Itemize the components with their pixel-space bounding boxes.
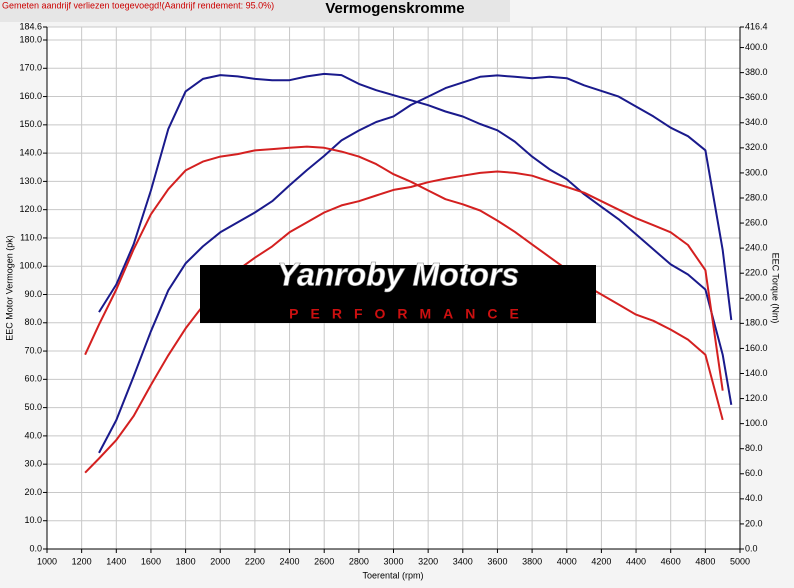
y-tick-label: 30.0 [24,459,42,469]
y-tick-label: 80.0 [24,317,42,327]
y2-tick-label: 300.0 [745,167,768,177]
x-tick-label: 4200 [591,556,611,566]
y2-tick-label: 0.0 [745,543,758,553]
y-tick-label: 150.0 [19,119,42,129]
y2-tick-label: 220.0 [745,268,768,278]
x-tick-label: 2200 [245,556,265,566]
header-band [0,0,510,22]
y2-tick-label: 260.0 [745,217,768,227]
y-tick-label: 180.0 [19,34,42,44]
x-tick-label: 3000 [383,556,403,566]
y2-tick-label: 240.0 [745,243,768,253]
x-tick-label: 1600 [141,556,161,566]
y2-axis-label: EEC Torque (Nm) [771,253,781,324]
grid [46,26,741,550]
x-tick-label: 3800 [522,556,542,566]
y-tick-label: 10.0 [24,515,42,525]
y2-tick-label: 20.0 [745,518,763,528]
series-line [98,72,733,405]
note: Gemeten aandrijf verliezen toegevoegd!(A… [2,0,274,10]
y2-tick-label: 400.0 [745,42,768,52]
x-tick-label: 1400 [106,556,126,566]
y2-tick-label: 60.0 [745,468,763,478]
y-tick-label: 0.0 [29,543,42,553]
y2-tick-label: 340.0 [745,117,768,127]
y-tick-label: 50.0 [24,402,42,412]
y2-tick-label: 120.0 [745,393,768,403]
y2-tick-label: 100.0 [745,418,768,428]
y-tick-label: 70.0 [24,345,42,355]
logo-subtitle: PERFORMANCE [289,306,531,322]
x-tick-label: 1200 [72,556,92,566]
y-tick-label: 60.0 [24,374,42,384]
logo-title: Yanroby Motors [277,256,519,292]
y-tick-label: 110.0 [20,232,42,242]
x-tick-label: 1000 [37,556,57,566]
x-tick-label: 4800 [695,556,715,566]
y-tick-label: 40.0 [24,430,42,440]
x-tick-label: 2800 [349,556,369,566]
x-tick-label: 1800 [176,556,196,566]
series-line [84,145,724,421]
y2-tick-label: 320.0 [745,142,768,152]
x-tick-label: 2400 [280,556,300,566]
y-axis-label: EEC Motor Vermogen (pk) [4,235,14,341]
x-axis-label: Toerental (rpm) [362,570,423,580]
y-tick-label: 140.0 [19,147,42,157]
y2-tick-label: 380.0 [745,67,768,77]
series-line [84,170,724,474]
x-tick-label: 3200 [418,556,438,566]
y2-tick-label: 280.0 [745,192,768,202]
y2-tick-label: 416.4 [745,21,768,31]
y2-tick-label: 180.0 [745,318,768,328]
y-tick-label: 170.0 [19,63,42,73]
y2-tick-label: 140.0 [745,368,768,378]
x-tick-label: 5000 [730,556,750,566]
y-tick-label: 20.0 [24,487,42,497]
y2-tick-label: 80.0 [745,443,763,453]
y-tick-label: 184.6 [19,21,42,31]
series-line [98,74,733,454]
lines [84,72,733,474]
y-tick-label: 100.0 [19,261,42,271]
y2-tick-label: 200.0 [745,293,768,303]
x-tick-label: 3600 [487,556,507,566]
x-tick-label: 4400 [626,556,646,566]
y-tick-label: 120.0 [19,204,42,214]
x-tick-label: 3400 [453,556,473,566]
y-tick-label: 90.0 [24,289,42,299]
y2-tick-label: 160.0 [745,343,768,353]
x-tick-label: 4600 [661,556,681,566]
x-tick-label: 4000 [557,556,577,566]
x-tick-label: 2000 [210,556,230,566]
chart-title: Vermogenskromme [325,0,464,17]
y2-tick-label: 40.0 [745,493,763,503]
y2-tick-label: 360.0 [745,92,768,102]
y-tick-label: 160.0 [19,91,42,101]
logo-box [200,265,596,323]
y-tick-label: 130.0 [19,176,42,186]
x-tick-label: 2600 [314,556,334,566]
